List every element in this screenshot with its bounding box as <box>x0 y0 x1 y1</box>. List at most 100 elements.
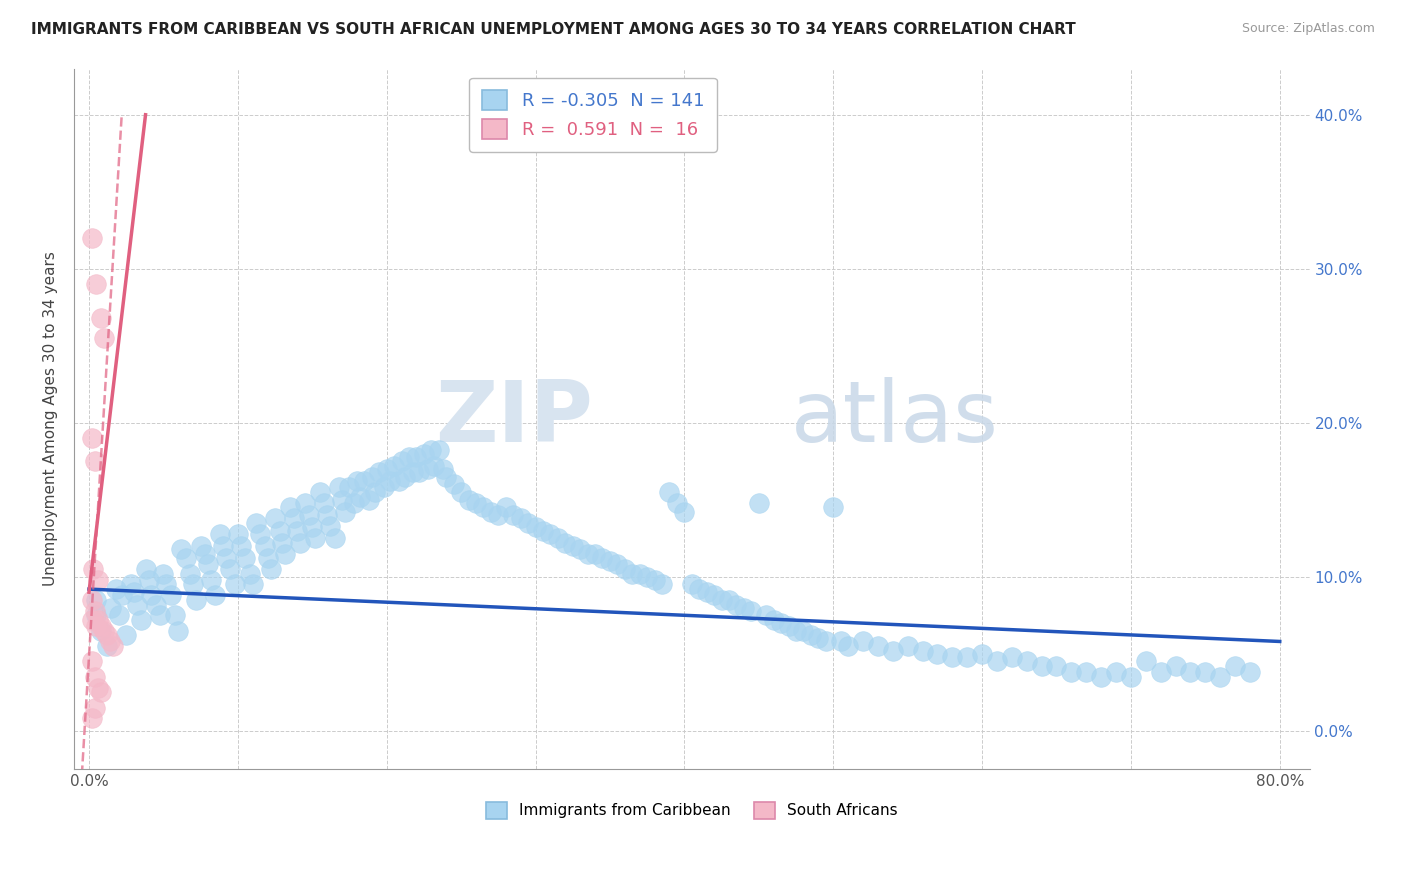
Point <box>86 277 108 292</box>
Point <box>405 450 427 464</box>
Point <box>229 539 252 553</box>
Point <box>538 526 561 541</box>
Point <box>194 547 217 561</box>
Point <box>927 647 949 661</box>
Point <box>402 465 425 479</box>
Point <box>531 524 554 538</box>
Point <box>457 492 479 507</box>
Point <box>179 566 201 581</box>
Point <box>427 443 450 458</box>
Point <box>294 496 316 510</box>
Point <box>412 446 434 460</box>
Text: ZIP: ZIP <box>436 377 593 460</box>
Point <box>554 536 576 550</box>
Point <box>86 608 108 623</box>
Point <box>87 681 110 695</box>
Point <box>823 500 845 515</box>
Point <box>509 511 531 525</box>
Point <box>710 593 733 607</box>
Point <box>155 577 177 591</box>
Point <box>517 516 540 530</box>
Point <box>391 454 413 468</box>
Point <box>373 480 395 494</box>
Point <box>84 604 107 618</box>
Point <box>665 496 688 510</box>
Point <box>382 458 405 473</box>
Point <box>82 562 104 576</box>
Point <box>882 643 904 657</box>
Point <box>90 685 112 699</box>
Point <box>186 593 208 607</box>
Point <box>233 551 256 566</box>
Point <box>479 505 502 519</box>
Point <box>1223 659 1246 673</box>
Point <box>800 628 823 642</box>
Point <box>502 508 524 523</box>
Point <box>80 431 103 445</box>
Point <box>80 593 103 607</box>
Point <box>259 562 281 576</box>
Point <box>304 531 326 545</box>
Point <box>866 639 889 653</box>
Legend: Immigrants from Caribbean, South Africans: Immigrants from Caribbean, South African… <box>479 796 904 825</box>
Point <box>80 711 103 725</box>
Text: Source: ZipAtlas.com: Source: ZipAtlas.com <box>1241 22 1375 36</box>
Point <box>636 570 658 584</box>
Text: IMMIGRANTS FROM CARIBBEAN VS SOUTH AFRICAN UNEMPLOYMENT AMONG AGES 30 TO 34 YEAR: IMMIGRANTS FROM CARIBBEAN VS SOUTH AFRIC… <box>31 22 1076 37</box>
Point <box>681 577 703 591</box>
Point <box>239 566 262 581</box>
Point <box>256 551 278 566</box>
Point <box>1164 659 1187 673</box>
Point <box>911 643 934 657</box>
Point <box>1150 665 1173 680</box>
Point <box>375 462 398 476</box>
Point <box>486 508 509 523</box>
Point <box>1031 659 1053 673</box>
Point <box>264 511 287 525</box>
Point <box>120 577 142 591</box>
Point <box>465 496 488 510</box>
Point <box>718 593 741 607</box>
Point <box>418 462 440 476</box>
Point <box>696 585 718 599</box>
Point <box>271 536 294 550</box>
Text: atlas: atlas <box>790 377 998 460</box>
Point <box>606 558 628 572</box>
Point <box>122 585 145 599</box>
Point <box>125 598 148 612</box>
Point <box>93 331 115 345</box>
Point <box>86 619 108 633</box>
Point <box>93 624 115 638</box>
Point <box>725 598 748 612</box>
Point <box>104 582 127 596</box>
Point <box>703 588 725 602</box>
Point <box>90 619 112 633</box>
Point <box>398 450 420 464</box>
Point <box>96 639 118 653</box>
Point <box>807 632 830 646</box>
Point <box>852 634 875 648</box>
Point <box>524 520 547 534</box>
Point <box>215 551 238 566</box>
Point <box>339 480 361 494</box>
Point <box>346 475 368 489</box>
Point <box>138 573 160 587</box>
Point <box>253 539 276 553</box>
Point <box>785 624 807 638</box>
Point <box>364 485 387 500</box>
Point <box>84 454 107 468</box>
Point <box>278 500 301 515</box>
Point <box>101 639 124 653</box>
Point <box>316 508 339 523</box>
Point <box>208 526 231 541</box>
Point <box>129 613 152 627</box>
Point <box>330 492 353 507</box>
Point <box>740 604 762 618</box>
Point <box>420 443 443 458</box>
Point <box>547 531 569 545</box>
Point <box>673 505 696 519</box>
Point <box>181 577 204 591</box>
Point <box>135 562 157 576</box>
Point <box>613 562 636 576</box>
Point <box>1045 659 1067 673</box>
